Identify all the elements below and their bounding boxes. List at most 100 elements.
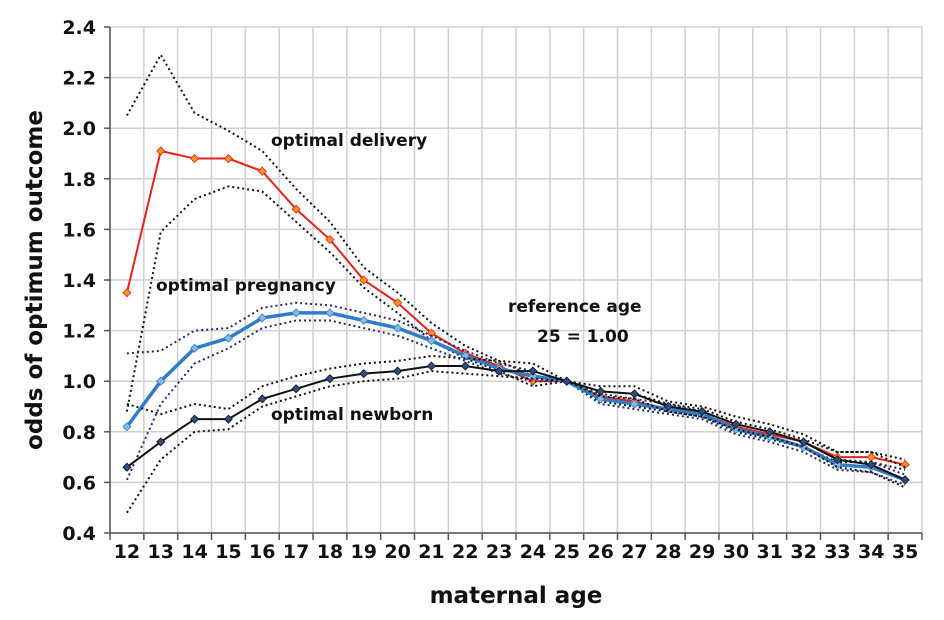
annotation-optimal-newborn: optimal newborn: [271, 405, 433, 425]
newborn-point: [393, 366, 403, 376]
newborn-point: [359, 369, 369, 379]
x-tick-label: 31: [757, 541, 783, 563]
newborn-point: [325, 374, 335, 384]
delivery-point: [156, 146, 166, 156]
x-tick-label: 35: [892, 541, 918, 563]
x-tick-label: 16: [249, 541, 275, 563]
pregnancy-point: [359, 315, 369, 326]
newborn-point: [494, 366, 504, 376]
series-newborn: [122, 354, 910, 514]
axes: [104, 26, 923, 540]
pregnancy-point: [257, 313, 267, 323]
y-tick-label: 1.0: [62, 371, 96, 393]
pregnancy-point: [426, 336, 436, 346]
newborn-point: [528, 366, 538, 376]
delivery-point: [325, 234, 335, 245]
newborn-point: [562, 376, 572, 386]
annotation-reference-value: 25 = 1.00: [537, 327, 629, 347]
x-tick-label: 23: [486, 541, 512, 563]
annotation-optimal-delivery: optimal delivery: [271, 131, 427, 151]
delivery-point: [190, 153, 200, 164]
x-tick-label: 12: [114, 541, 140, 563]
y-tick-label: 1.4: [62, 270, 96, 292]
newborn-point: [156, 437, 166, 447]
pregnancy-point: [325, 308, 335, 318]
y-axis-title: odds of optimum outcome: [22, 110, 48, 450]
pregnancy-point: [156, 376, 166, 386]
newborn-point: [257, 394, 267, 404]
x-tick-label: 27: [621, 541, 647, 563]
delivery-point: [291, 204, 301, 214]
y-tick-label: 1.8: [62, 169, 96, 191]
x-tick-label: 25: [554, 541, 580, 563]
x-tick-label: 33: [824, 541, 850, 563]
y-tick-label: 0.6: [62, 472, 96, 494]
newborn-point: [799, 437, 809, 447]
x-tick-label: 28: [655, 541, 681, 563]
y-tick-label: 0.4: [62, 523, 96, 545]
delivery-point: [393, 298, 403, 308]
y-tick-label: 2.2: [62, 68, 96, 90]
pregnancy-point: [629, 399, 639, 409]
x-tick-label: 17: [283, 541, 309, 563]
y-tick-label: 2.4: [62, 17, 96, 39]
x-tick-label: 32: [790, 541, 816, 563]
newborn-point: [731, 419, 741, 429]
newborn-point: [832, 455, 842, 465]
pregnancy-point: [190, 343, 200, 353]
annotation-optimal-pregnancy: optimal pregnancy: [156, 276, 336, 296]
pregnancy-point: [393, 323, 403, 333]
y-tick-label: 1.2: [62, 321, 96, 343]
delivery-point: [223, 153, 233, 164]
x-tick-label: 14: [181, 541, 207, 563]
newborn-point: [866, 460, 876, 470]
newborn-point: [426, 361, 436, 371]
delivery-point: [122, 288, 132, 298]
newborn-point: [765, 427, 775, 437]
newborn-point: [122, 462, 132, 472]
series-group: [122, 52, 910, 514]
x-tick-label: 21: [418, 541, 444, 563]
newborn-point: [629, 389, 639, 399]
pregnancy-point: [291, 308, 301, 318]
newborn-point: [596, 386, 606, 396]
delivery-lower-ci-line: [125, 185, 906, 471]
delivery-point: [257, 166, 267, 176]
pregnancy-point: [223, 333, 233, 343]
y-tick-label: 2.0: [62, 118, 96, 140]
newborn-point: [460, 361, 470, 371]
newborn-point: [223, 414, 233, 424]
y-tick-label: 0.8: [62, 422, 96, 444]
pregnancy-point: [460, 351, 470, 361]
pregnancy-point: [122, 422, 132, 432]
delivery-point: [359, 275, 369, 285]
pregnancy-line: [125, 311, 906, 482]
delivery-point: [900, 460, 910, 470]
x-axis-title: maternal age: [430, 583, 603, 609]
pregnancy-point: [765, 432, 775, 442]
newborn-line: [126, 365, 906, 481]
x-tick-labels: 12 13 14 15 16 17 18 19 20 21 22 23 24 25 26 27 28 29 30 31…: [114, 541, 919, 563]
x-tick-label: 24: [520, 541, 546, 563]
delivery-point: [866, 452, 876, 462]
y-tick-label: 1.6: [62, 219, 96, 241]
newborn-point: [190, 414, 200, 424]
newborn-point: [900, 475, 910, 485]
pregnancy-point: [528, 371, 538, 381]
x-tick-label: 26: [587, 541, 613, 563]
annotation-reference-age: reference age: [508, 297, 642, 317]
x-tick-label: 15: [215, 541, 241, 563]
delivery-upper-ci-line: [126, 52, 906, 461]
pregnancy-lower-ci-line: [126, 319, 906, 486]
y-tick-labels: 0.4 0.6 0.8 1.0 1.2 1.4 1.6 1.8 2.0 2.2 2.4: [62, 17, 96, 545]
x-tick-label: 29: [689, 541, 715, 563]
x-tick-label: 18: [317, 541, 343, 563]
x-tick-label: 30: [723, 541, 749, 563]
x-tick-label: 19: [351, 541, 377, 563]
newborn-point: [291, 384, 301, 394]
x-tick-label: 20: [384, 541, 410, 563]
x-tick-label: 13: [148, 541, 174, 563]
newborn-point: [697, 406, 707, 417]
x-tick-label: 34: [858, 541, 884, 563]
